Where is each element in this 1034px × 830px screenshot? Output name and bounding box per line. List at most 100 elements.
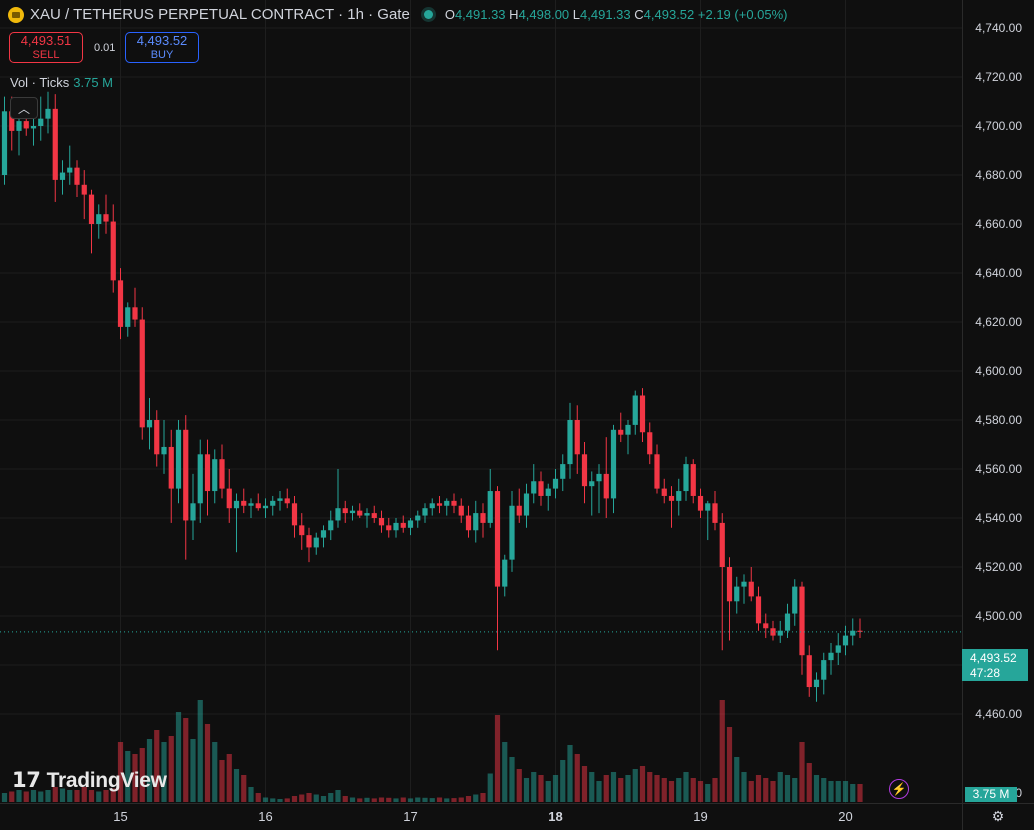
candle-body: [422, 508, 428, 516]
candle-body: [560, 464, 566, 479]
volume-bar: [204, 724, 211, 802]
volume-bar: [784, 775, 791, 802]
candle: [371, 505, 377, 523]
candle: [502, 554, 508, 597]
candle: [299, 513, 305, 550]
gear-icon[interactable]: ⚙: [991, 807, 1005, 824]
candle-body: [712, 503, 718, 523]
candle: [560, 454, 566, 492]
volume-bar: [690, 778, 696, 802]
candle: [139, 307, 145, 440]
volume-bar: [262, 797, 269, 802]
candle: [545, 483, 551, 511]
candle-body: [248, 503, 254, 506]
volume-bar: [364, 797, 370, 802]
candle-body: [842, 635, 849, 646]
candle-body: [328, 520, 334, 531]
candle: [291, 495, 298, 538]
candle: [654, 444, 660, 494]
volume-bar: [226, 754, 232, 802]
candle-body: [538, 481, 544, 496]
candle-body: [284, 498, 290, 504]
collapse-legend-button[interactable]: ︿: [10, 97, 38, 119]
volume-bar: [393, 798, 399, 802]
time-tick-label: 15: [113, 809, 127, 824]
symbol-title[interactable]: XAU / TETHERUS PERPETUAL CONTRACT · 1h ·…: [30, 6, 410, 23]
candle: [618, 412, 624, 443]
volume-bar: [828, 781, 834, 802]
price-axis[interactable]: 4,740.00 4,720.00 4,700.00 4,680.00 4,660.00…: [962, 0, 1023, 830]
price-tick-label: 4,700.00: [975, 119, 1022, 133]
low-label: L: [572, 7, 581, 22]
candle-body: [291, 503, 298, 526]
candle: [596, 464, 602, 514]
volume-bar: [161, 742, 167, 802]
candle-body: [697, 495, 704, 511]
volume-bar: [473, 794, 479, 802]
candle-body: [668, 495, 675, 501]
volume-bar: [458, 797, 464, 802]
volume-bar: [415, 797, 421, 802]
candle: [270, 495, 276, 516]
price-tick-label: 4,560.00: [975, 462, 1022, 476]
buy-price: 4,493.52: [136, 32, 188, 48]
volume-bar: [371, 798, 377, 802]
volume-bar: [857, 784, 863, 802]
buy-button[interactable]: 4,493.52 BUY: [125, 32, 199, 63]
candle-body: [581, 454, 588, 487]
volume-bar: [763, 778, 769, 802]
volume-bar: [139, 748, 145, 802]
candle: [436, 495, 443, 514]
volume-bar: [516, 769, 522, 802]
ohlc-values: O4,491.33 H4,498.00 L4,491.33 C4,493.52 …: [445, 7, 788, 22]
lightning-icon[interactable]: ⚡: [889, 779, 909, 799]
candle-body: [335, 508, 341, 521]
candle: [342, 500, 348, 523]
candle: [444, 498, 450, 516]
candle-body: [857, 630, 863, 632]
candle-body: [429, 503, 435, 509]
tradingview-logo[interactable]: 𝟭𝟳 TradingView: [12, 768, 167, 793]
candle: [719, 513, 725, 651]
candle-body: [444, 500, 450, 506]
volume-bar: [386, 797, 392, 802]
price-tick-label: 4,640.00: [975, 266, 1022, 280]
volume-bar: [328, 793, 334, 802]
candle-body: [639, 395, 646, 433]
volume-bar: [625, 775, 631, 802]
time-axis[interactable]: 15 16 17 18 19 20: [0, 803, 1034, 825]
candle-body: [270, 500, 276, 506]
candle: [552, 469, 559, 499]
volume-bar: [183, 718, 189, 802]
volume-bar: [560, 760, 566, 802]
volume-bar: [146, 739, 153, 802]
sell-button[interactable]: 4,493.51 SELL: [9, 32, 83, 63]
volume-legend[interactable]: Vol · Ticks 3.75 M: [10, 75, 113, 90]
candle: [364, 508, 370, 528]
candle: [828, 642, 834, 675]
candle: [574, 405, 580, 474]
volume-bar: [734, 757, 740, 802]
buy-label: BUY: [150, 48, 174, 61]
candle-body: [777, 630, 783, 636]
candle-body: [74, 167, 80, 185]
candle: [639, 388, 646, 443]
candle-body: [813, 679, 820, 688]
price-tick-label: 4,680.00: [975, 168, 1022, 182]
candle: [400, 515, 406, 533]
candle-body: [806, 655, 812, 688]
candle: [458, 498, 464, 523]
candle: [146, 397, 153, 450]
volume-bar: [683, 772, 689, 802]
candle-body: [16, 121, 22, 131]
candle: [219, 444, 225, 499]
candle-body: [755, 596, 762, 624]
candle-body: [146, 420, 153, 428]
candle: [168, 429, 174, 523]
candle: [320, 525, 327, 548]
volume-bar: [509, 757, 515, 802]
candle-body: [792, 586, 798, 614]
candle: [415, 510, 421, 528]
volume-bar: [233, 769, 240, 802]
